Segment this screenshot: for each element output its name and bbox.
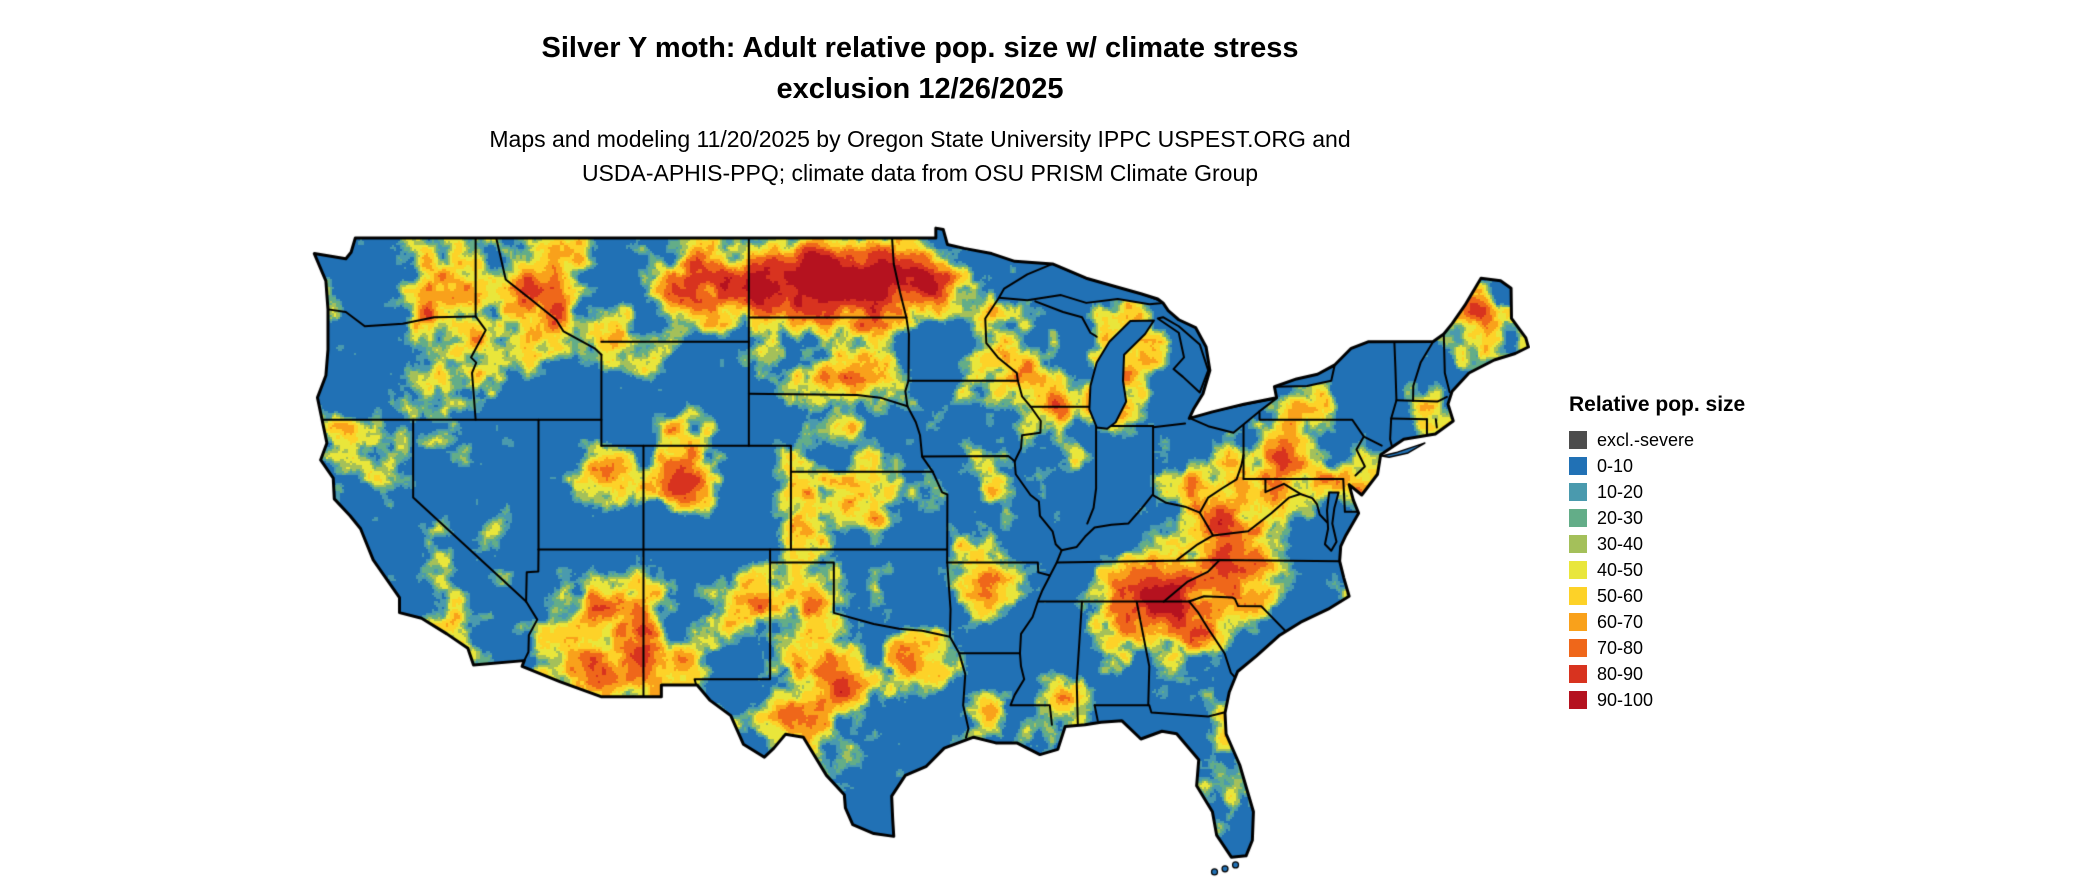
legend-label: 0-10 [1597, 456, 1634, 476]
legend-label: 60-70 [1597, 612, 1644, 632]
legend-row: 40-50 [1569, 557, 1745, 583]
legend-swatch [1569, 561, 1587, 579]
legend-swatch [1569, 431, 1587, 449]
legend-label: 50-60 [1597, 586, 1644, 606]
legend-row: 60-70 [1569, 609, 1745, 635]
legend-row: 90-100 [1569, 687, 1745, 713]
legend-label: 10-20 [1597, 482, 1644, 502]
legend-swatch [1569, 535, 1587, 553]
legend-label: 80-90 [1597, 664, 1644, 684]
legend-swatch [1569, 509, 1587, 527]
page-title: Silver Y moth: Adult relative pop. size … [0, 28, 1840, 110]
legend-label: 90-100 [1597, 690, 1654, 710]
legend-row: 50-60 [1569, 583, 1745, 609]
legend-row: 30-40 [1569, 531, 1745, 557]
page-subtitle-line2: USDA-APHIS-PPQ; climate data from OSU PR… [581, 160, 1259, 186]
legend-label: 30-40 [1597, 534, 1644, 554]
legend-row: 20-30 [1569, 505, 1745, 531]
legend-row: 10-20 [1569, 479, 1745, 505]
page-title-line2: exclusion 12/26/2025 [776, 73, 1064, 105]
legend-title: Relative pop. size [1569, 393, 1746, 416]
page-title-line1: Silver Y moth: Adult relative pop. size … [541, 32, 1299, 64]
legend-swatch [1569, 483, 1587, 501]
legend-label: 40-50 [1597, 560, 1644, 580]
legend-swatch [1569, 613, 1587, 631]
us-choropleth-map [308, 225, 1530, 887]
legend-row: 80-90 [1569, 661, 1745, 687]
page-subtitle: Maps and modeling 11/20/2025 by Oregon S… [0, 122, 1840, 190]
legend-label: excl.-severe [1597, 430, 1695, 450]
legend-swatch [1569, 587, 1587, 605]
legend-label: 70-80 [1597, 638, 1644, 658]
legend-row: 70-80 [1569, 635, 1745, 661]
legend-swatch [1569, 457, 1587, 475]
legend-swatch [1569, 691, 1587, 709]
legend-swatch [1569, 665, 1587, 683]
legend-label: 20-30 [1597, 508, 1644, 528]
legend-entries: excl.-severe 0-10 10-20 20-30 30-40 40-50 50-6… [1569, 427, 1745, 713]
legend-row: 0-10 [1569, 453, 1745, 479]
legend-swatch [1569, 639, 1587, 657]
legend: Relative pop. size excl.-severe 0-10 10-20… [1569, 393, 1745, 713]
legend-row: excl.-severe [1569, 427, 1745, 453]
page-subtitle-line1: Maps and modeling 11/20/2025 by Oregon S… [489, 126, 1351, 152]
